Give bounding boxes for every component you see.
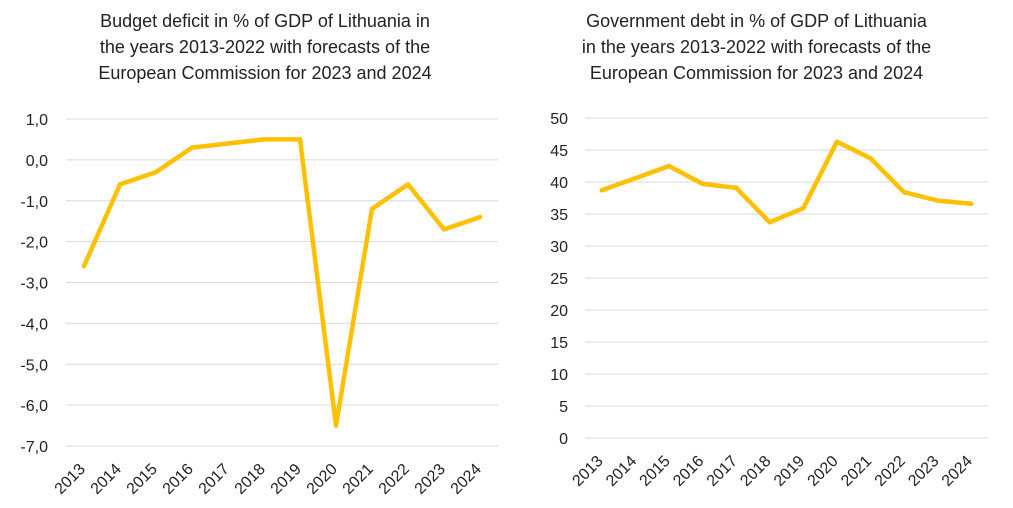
data-point — [369, 206, 375, 212]
data-point — [297, 137, 303, 142]
y-tick-label: 1,0 — [26, 112, 48, 129]
x-tick-label: 2024 — [939, 453, 976, 490]
y-tick-label: 20 — [550, 303, 568, 320]
y-tick-label: 5 — [559, 399, 568, 416]
series-line — [81, 137, 483, 428]
x-tick-label: 2013 — [569, 453, 606, 490]
x-tick-label: 2014 — [603, 453, 640, 490]
chart-title-budget-deficit: Budget deficit in % of GDP of Lithuania … — [0, 8, 530, 86]
title-line: European Commission for 2023 and 2024 — [589, 63, 924, 83]
data-point — [441, 227, 447, 232]
x-tick-label: 2019 — [771, 453, 808, 490]
data-point — [633, 175, 638, 181]
y-tick-label: -3,0 — [20, 276, 48, 293]
y-tick-label: 50 — [550, 111, 568, 128]
x-tick-label: 2016 — [670, 453, 707, 490]
data-point — [81, 263, 87, 269]
y-tick-label: 15 — [550, 335, 568, 352]
data-point — [599, 188, 604, 193]
data-point — [733, 185, 739, 190]
data-point — [935, 198, 940, 203]
y-tick-label: -5,0 — [20, 357, 48, 374]
y-tick-label: 10 — [550, 367, 568, 384]
x-tick-label: 2023 — [905, 453, 942, 490]
data-point — [868, 156, 873, 161]
x-tick-label: 2021 — [838, 453, 875, 490]
data-point — [477, 214, 483, 220]
title-line: Government debt in % of GDP of Lithuania — [586, 11, 927, 31]
data-point — [666, 163, 672, 169]
x-tick-label: 2018 — [737, 453, 774, 490]
chart-title-government-debt: Government debt in % of GDP of Lithuania… — [500, 8, 1013, 86]
title-line: in the years 2013-2022 with forecasts of… — [581, 37, 932, 57]
title-line: the years 2013-2022 with forecasts of th… — [99, 37, 431, 57]
y-tick-label: -6,0 — [20, 398, 48, 415]
y-tick-label: 35 — [550, 207, 568, 224]
data-point — [405, 182, 411, 187]
x-tick-label: 2020 — [805, 453, 842, 490]
y-tick-label: -2,0 — [20, 235, 48, 252]
data-point — [767, 220, 772, 225]
data-point — [261, 137, 267, 142]
data-point — [117, 182, 123, 187]
series-line — [599, 139, 974, 225]
title-line: European Commission for 2023 and 2024 — [98, 63, 432, 83]
y-tick-label: 25 — [550, 271, 568, 288]
data-point — [153, 169, 159, 175]
x-tick-label: 2017 — [704, 453, 741, 490]
data-point — [189, 145, 195, 150]
y-tick-label: 0,0 — [26, 153, 48, 170]
y-tick-label: 40 — [550, 175, 568, 192]
data-point — [225, 141, 231, 146]
y-tick-label: 45 — [550, 143, 568, 160]
data-point — [801, 206, 806, 211]
y-tick-label: 0 — [559, 431, 568, 448]
x-tick-label: 2022 — [872, 453, 909, 490]
data-point — [333, 423, 339, 428]
data-point — [834, 139, 840, 144]
data-point — [969, 201, 974, 206]
y-tick-label: -4,0 — [20, 316, 48, 333]
y-tick-label: -1,0 — [20, 194, 48, 211]
y-tick-label: -7,0 — [20, 439, 48, 456]
y-tick-label: 30 — [550, 239, 568, 256]
title-line: Budget deficit in % of GDP of Lithuania … — [100, 11, 430, 31]
data-point — [901, 190, 907, 195]
x-tick-label: 2015 — [637, 453, 674, 490]
data-point — [700, 181, 705, 187]
